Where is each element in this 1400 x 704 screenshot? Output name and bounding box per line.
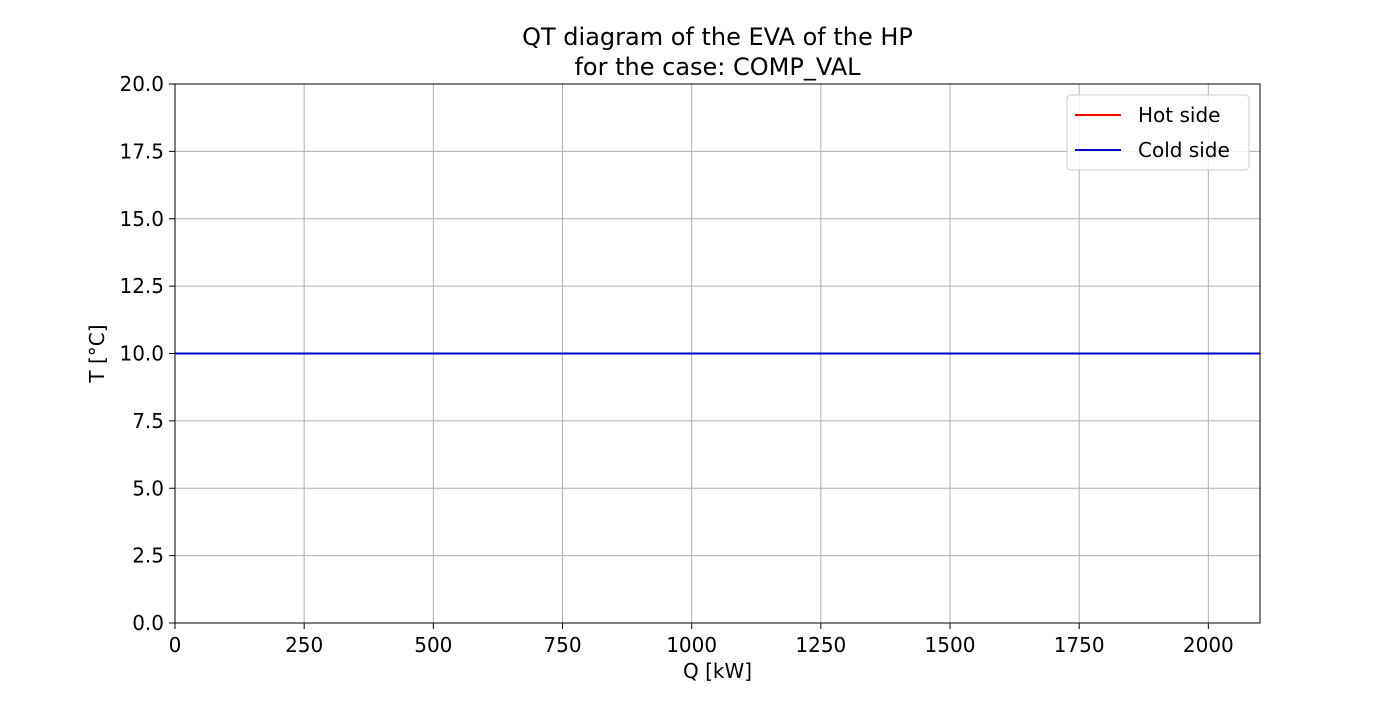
tick-layer: 0 250 500 750 1000 1250 1500 1750 2000 0.0 2.5 5.0 7… [119, 72, 1233, 657]
y-tick-label: 15.0 [119, 207, 164, 231]
y-tick-label: 10.0 [119, 342, 164, 366]
x-tick-label: 0 [169, 633, 182, 657]
x-tick-label: 750 [543, 633, 581, 657]
y-tick-label: 7.5 [132, 409, 164, 433]
y-axis-label: T [°C] [85, 324, 109, 383]
y-tick-label: 2.5 [132, 544, 164, 568]
y-tick-label: 20.0 [119, 72, 164, 96]
chart-title-line-1: QT diagram of the EVA of the HP [522, 23, 913, 51]
chart-title-line-2: for the case: COMP_VAL [574, 53, 861, 81]
legend-label-hot-side: Hot side [1138, 103, 1220, 127]
legend-items: Hot side Cold side [1075, 103, 1230, 162]
y-tick-label: 5.0 [132, 476, 164, 500]
x-tick-label: 1750 [1054, 633, 1105, 657]
x-tick-label: 2000 [1183, 633, 1234, 657]
x-tick-label: 500 [414, 633, 452, 657]
legend: Hot side Cold side [1066, 94, 1250, 171]
x-tick-label: 1250 [795, 633, 846, 657]
legend-label-cold-side: Cold side [1138, 138, 1230, 162]
y-tick-label: 12.5 [119, 274, 164, 298]
x-tick-label: 1000 [666, 633, 717, 657]
y-tick-label: 17.5 [119, 139, 164, 163]
x-tick-label: 1500 [925, 633, 976, 657]
legend-box [1066, 94, 1250, 171]
x-axis-label: Q [kW] [683, 659, 752, 683]
y-tick-label: 0.0 [132, 611, 164, 635]
x-tick-label: 250 [285, 633, 323, 657]
